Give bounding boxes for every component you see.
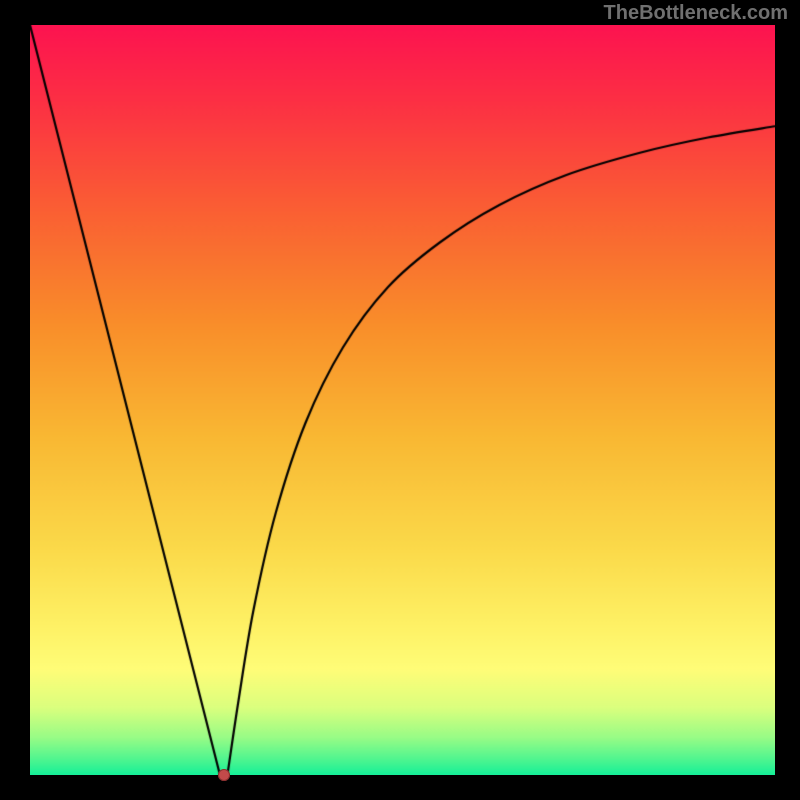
watermark-text: TheBottleneck.com (604, 2, 788, 25)
plot-area (30, 25, 775, 775)
bottleneck-curve (30, 25, 775, 775)
optimum-marker (218, 769, 230, 781)
